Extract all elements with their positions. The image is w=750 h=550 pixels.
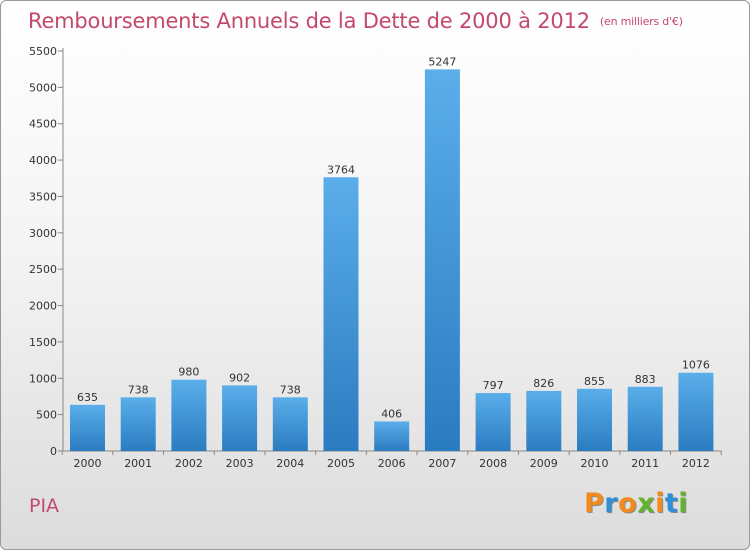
data-label: 635 <box>77 391 98 404</box>
bar <box>323 177 359 451</box>
y-tick-label: 2000 <box>29 300 57 313</box>
logo-letter: x <box>637 488 656 519</box>
data-label: 406 <box>381 407 402 420</box>
x-tick-label: 2002 <box>175 457 203 470</box>
logo-letter: i <box>655 488 665 519</box>
data-label: 3764 <box>327 163 355 176</box>
y-tick-label: 3000 <box>29 227 57 240</box>
bar <box>627 386 663 451</box>
y-tick-label: 0 <box>50 445 57 458</box>
x-tick-label: 2010 <box>581 457 609 470</box>
logo-letter: P <box>584 488 605 519</box>
proxiti-logo: Proxiti <box>584 488 688 519</box>
chart-labels: 635 2000 738 2001 980 2002 902 2003 738 2004 3764 2… <box>74 55 710 470</box>
y-tick-label: 1500 <box>29 336 57 349</box>
y-tick-label: 3500 <box>29 190 57 203</box>
x-tick-label: 2006 <box>378 457 406 470</box>
data-label: 902 <box>229 371 250 384</box>
data-label: 5247 <box>428 55 456 68</box>
logo-letter: i <box>678 488 689 519</box>
chart-subtitle: (en milliers d'€) <box>599 15 683 28</box>
x-tick-label: 2011 <box>631 457 659 470</box>
x-tick-label: 2008 <box>479 457 507 470</box>
bar <box>272 397 308 451</box>
x-tick-label: 2004 <box>276 457 304 470</box>
bar <box>70 404 105 451</box>
bar <box>424 69 460 452</box>
chart-bars <box>70 69 714 452</box>
y-tick-label: 2500 <box>29 263 57 276</box>
data-label: 883 <box>635 373 656 386</box>
chart-title-line: Remboursements Annuels de la Dette de 20… <box>28 9 683 33</box>
bar <box>222 385 258 451</box>
bar <box>678 372 714 451</box>
data-label: 738 <box>128 383 149 396</box>
bar <box>374 421 410 451</box>
bar <box>577 388 612 451</box>
x-tick-label: 2012 <box>682 457 710 470</box>
chart-title: Remboursements Annuels de la Dette de 20… <box>28 9 590 33</box>
x-tick-label: 2003 <box>226 457 254 470</box>
bar <box>120 397 156 451</box>
bar <box>475 393 511 451</box>
bar <box>171 379 207 451</box>
x-tick-label: 2005 <box>327 457 355 470</box>
data-label: 826 <box>533 377 554 390</box>
y-tick-label: 500 <box>36 409 57 422</box>
bar <box>526 390 562 451</box>
data-label: 797 <box>483 379 504 392</box>
logo-letter: o <box>618 488 638 519</box>
x-tick-label: 2009 <box>530 457 558 470</box>
y-tick-label: 1000 <box>29 372 57 385</box>
y-tick-label: 5500 <box>29 45 57 58</box>
logo-letter: t <box>664 488 679 519</box>
x-tick-label: 2001 <box>124 457 152 470</box>
chart-axes: 0 500 1000 1500 2000 2500 3000 3500 4000 4500 5000… <box>29 45 722 458</box>
data-label: 855 <box>584 375 605 388</box>
commune-name: PIA <box>29 495 60 517</box>
bar-chart: 0 500 1000 1500 2000 2500 3000 3500 4000 4500 5000… <box>29 45 722 470</box>
y-tick-label: 4500 <box>29 118 57 131</box>
x-tick-label: 2000 <box>74 457 102 470</box>
data-label: 1076 <box>682 359 710 372</box>
data-label: 980 <box>178 366 199 379</box>
y-tick-label: 4000 <box>29 154 57 167</box>
y-tick-label: 5000 <box>29 81 57 94</box>
x-tick-label: 2007 <box>428 457 456 470</box>
logo-letter: r <box>604 488 619 519</box>
data-label: 738 <box>280 383 301 396</box>
